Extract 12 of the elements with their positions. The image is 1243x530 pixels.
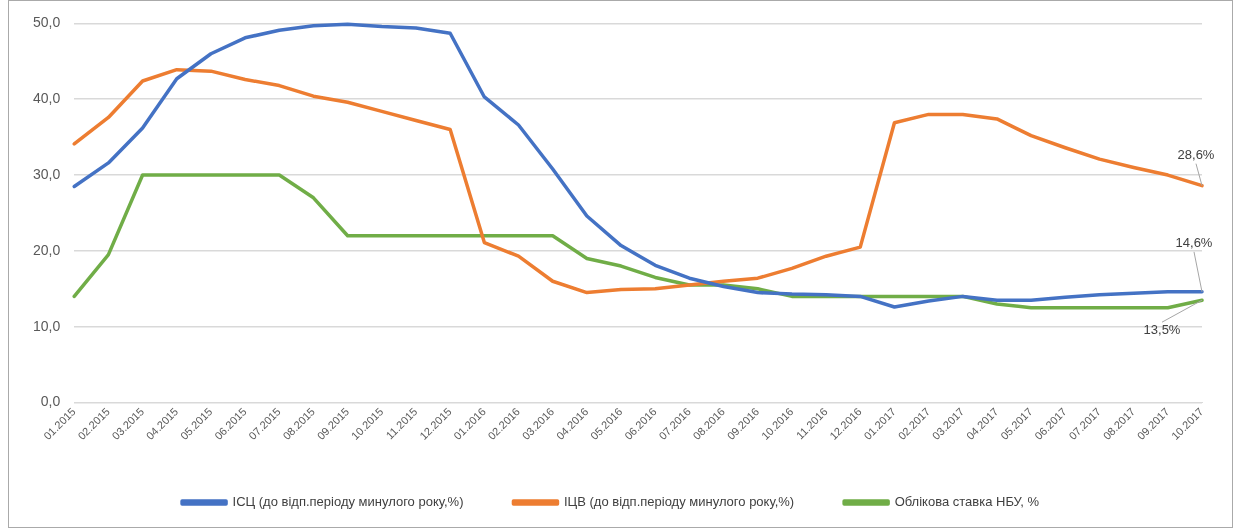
legend-label: Облікова ставка НБУ, % (894, 494, 1040, 510)
y-tick-label: 30,0 (33, 165, 61, 182)
y-tick-label: 50,0 (33, 14, 61, 31)
y-tick-label: 0,0 (40, 393, 61, 410)
y-tick-label: 10,0 (33, 317, 61, 334)
y-tick-label: 20,0 (33, 241, 61, 258)
data-label: 14,6% (1175, 234, 1213, 250)
legend-label: ІСЦ (до відп.періоду минулого року,%) (232, 494, 464, 510)
legend-label: ІЦВ (до відп.періоду минулого року,%) (563, 494, 795, 510)
data-label: 28,6% (1177, 146, 1215, 162)
y-tick-label: 40,0 (33, 90, 61, 107)
data-label: 13,5% (1143, 322, 1181, 338)
